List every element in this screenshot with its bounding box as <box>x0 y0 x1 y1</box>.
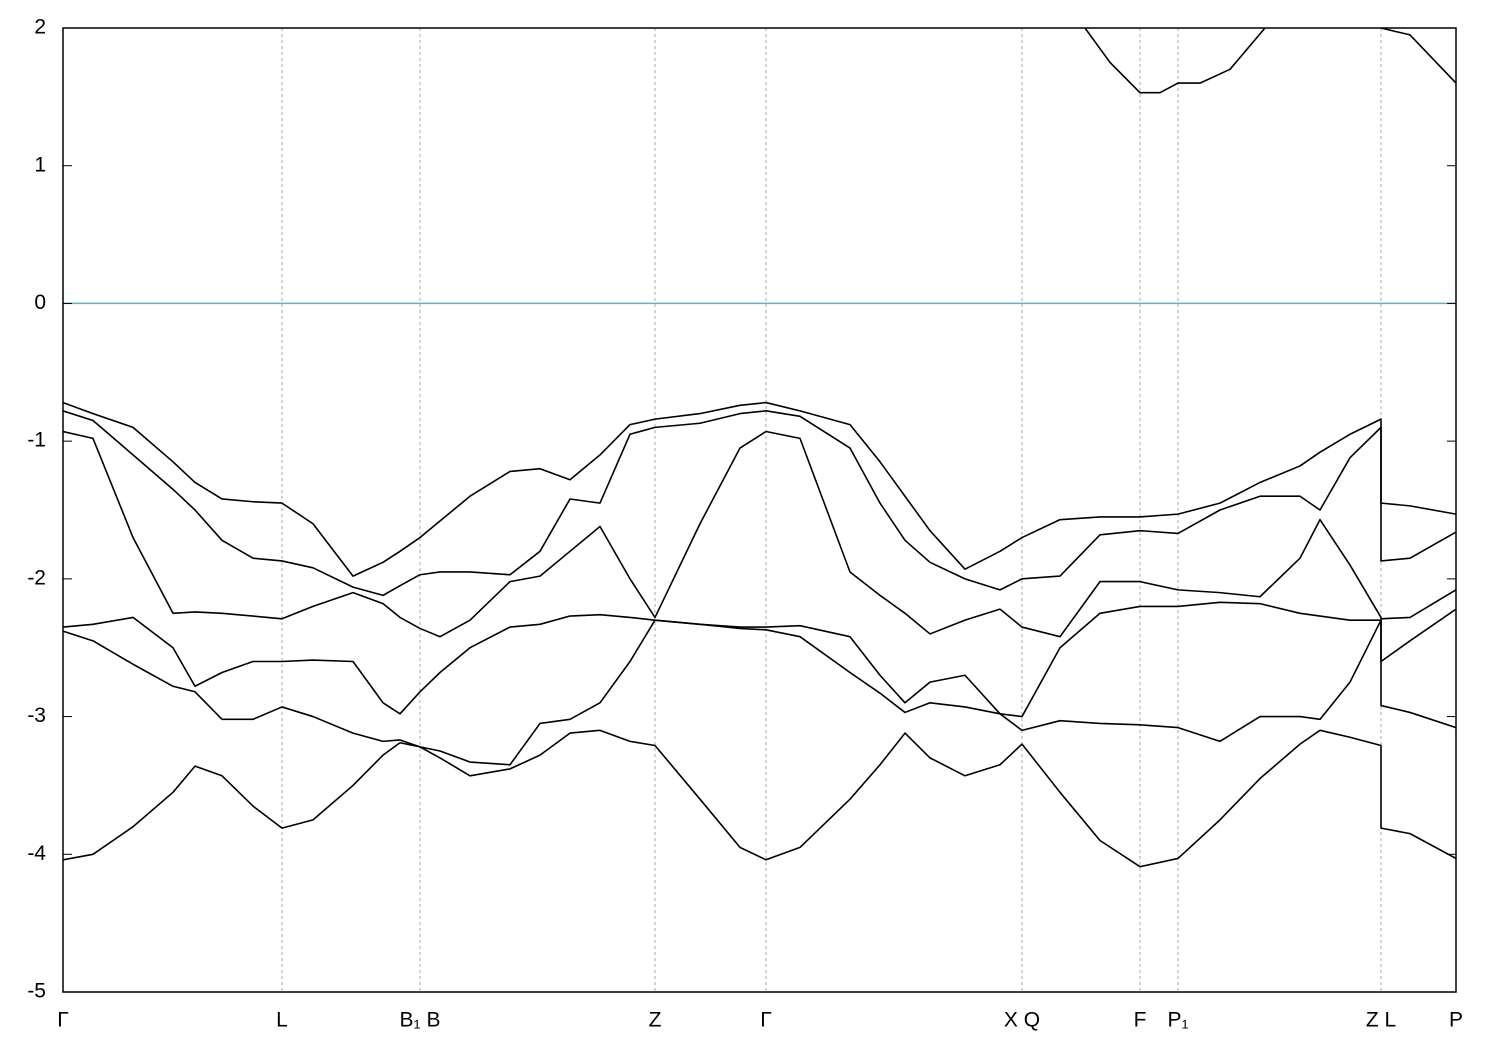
band-line <box>63 619 1456 766</box>
band-line <box>63 410 1456 597</box>
y-tick-label: 2 <box>34 16 46 39</box>
y-tick-label: -2 <box>27 566 46 589</box>
x-tick-label: B₁ B <box>400 1009 441 1032</box>
x-tick-label: Z L <box>1366 1009 1396 1032</box>
band-line <box>63 401 1456 577</box>
x-tick-label: Z <box>649 1009 662 1032</box>
band-line <box>63 729 1456 868</box>
band-line <box>63 601 1456 718</box>
band-line <box>1084 28 1456 94</box>
x-tick-label: Γ <box>57 1009 69 1032</box>
bands <box>63 28 1456 868</box>
y-tick-label: -1 <box>27 429 46 452</box>
y-tick-label: -3 <box>27 704 46 727</box>
y-tick-label: -4 <box>27 842 46 865</box>
band-line <box>63 430 1456 638</box>
y-tick-label: 0 <box>34 291 46 314</box>
x-tick-label: P <box>1449 1009 1463 1032</box>
x-tick-label: L <box>276 1009 288 1032</box>
y-tick-label: -5 <box>27 980 46 1003</box>
ticks: 2 1 0 -1 -2 -3 -4 -5 Γ L B₁ B Z Γ X Q F P₁ Z L P <box>27 16 1463 1032</box>
x-tick-label: X Q <box>1004 1009 1040 1032</box>
x-tick-label: Γ <box>760 1009 772 1032</box>
plot-frame <box>62 27 1457 993</box>
x-tick-label: P₁ <box>1167 1009 1188 1032</box>
x-tick-label: F <box>1134 1009 1147 1032</box>
grid <box>281 28 1382 992</box>
y-tick-label: 1 <box>34 153 46 176</box>
